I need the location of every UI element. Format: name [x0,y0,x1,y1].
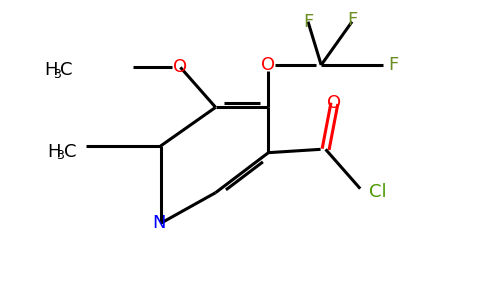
Text: H: H [44,61,58,79]
Text: C: C [60,61,73,79]
Text: 3: 3 [53,68,61,80]
Text: Cl: Cl [369,183,387,201]
Text: H: H [47,143,61,161]
Text: O: O [327,94,342,112]
Text: F: F [388,56,398,74]
Text: C: C [63,143,76,161]
Text: F: F [303,13,313,31]
Text: O: O [173,58,187,76]
Text: N: N [152,214,166,232]
Text: 3: 3 [57,149,64,162]
Text: F: F [347,11,357,29]
Text: O: O [261,56,275,74]
